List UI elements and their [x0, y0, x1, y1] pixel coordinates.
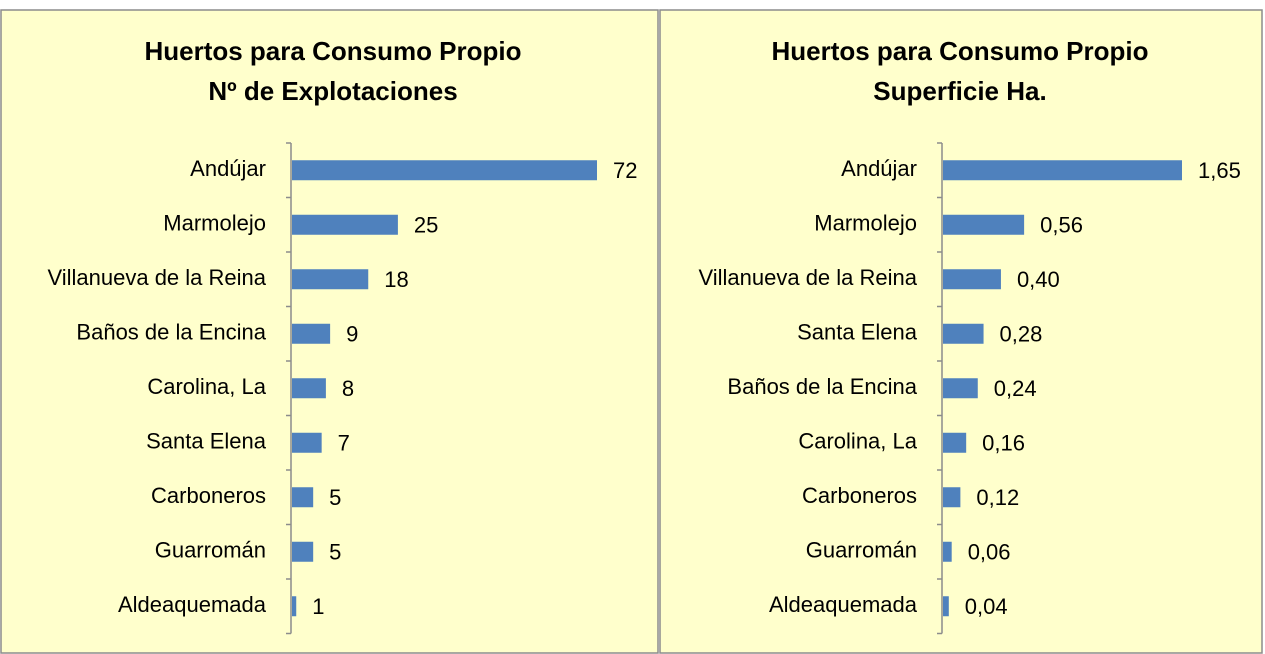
- chart-title: Huertos para Consumo Propio: [144, 36, 521, 66]
- category-label: Carboneros: [802, 483, 917, 508]
- chart-subtitle: Superficie Ha.: [873, 76, 1046, 106]
- data-label: 5: [329, 485, 341, 510]
- category-label: Villanueva de la Reina: [698, 265, 917, 290]
- bar: [292, 378, 326, 399]
- data-label: 25: [414, 213, 438, 238]
- bar: [943, 378, 978, 399]
- data-label: 7: [338, 431, 350, 456]
- data-label: 0,16: [982, 431, 1025, 456]
- category-label: Baños de la Encina: [76, 320, 266, 345]
- bar: [292, 596, 297, 617]
- bar: [943, 487, 961, 508]
- data-label: 0,12: [976, 485, 1019, 510]
- bar: [943, 160, 1182, 181]
- data-label: 9: [346, 322, 358, 347]
- bar: [292, 160, 597, 181]
- bar: [292, 541, 314, 562]
- category-label: Marmolejo: [814, 211, 917, 236]
- data-label: 1,65: [1198, 158, 1241, 183]
- data-label: 0,40: [1017, 267, 1060, 292]
- data-label: 1: [312, 594, 324, 619]
- category-label: Villanueva de la Reina: [47, 265, 266, 290]
- chart-title: Huertos para Consumo Propio: [771, 36, 1148, 66]
- data-label: 0,06: [968, 540, 1011, 565]
- bar: [943, 541, 952, 562]
- data-label: 0,56: [1040, 213, 1083, 238]
- category-label: Guarromán: [155, 538, 266, 563]
- bar: [292, 487, 314, 508]
- category-label: Carolina, La: [147, 374, 266, 399]
- bar: [943, 269, 1001, 290]
- data-label: 18: [384, 267, 408, 292]
- bar: [943, 596, 949, 617]
- category-label: Carolina, La: [798, 429, 917, 454]
- bar: [943, 323, 984, 344]
- data-label: 0,28: [1000, 322, 1043, 347]
- bar: [292, 432, 322, 453]
- category-label: Marmolejo: [163, 211, 266, 236]
- bar: [292, 269, 369, 290]
- data-label: 0,04: [965, 594, 1008, 619]
- chart-subtitle: Nº de Explotaciones: [208, 76, 457, 106]
- bar: [292, 323, 331, 344]
- category-label: Andújar: [841, 156, 917, 181]
- category-label: Santa Elena: [146, 429, 267, 454]
- data-label: 72: [613, 158, 637, 183]
- category-label: Santa Elena: [797, 320, 918, 345]
- category-label: Guarromán: [806, 538, 917, 563]
- category-label: Aldeaquemada: [118, 592, 267, 617]
- bar: [943, 432, 967, 453]
- data-label: 8: [342, 376, 354, 401]
- data-label: 0,24: [994, 376, 1037, 401]
- bar: [292, 214, 398, 235]
- category-label: Andújar: [190, 156, 266, 181]
- category-label: Carboneros: [151, 483, 266, 508]
- category-label: Aldeaquemada: [769, 592, 918, 617]
- category-label: Baños de la Encina: [727, 374, 917, 399]
- bar: [943, 214, 1025, 235]
- data-label: 5: [329, 540, 341, 565]
